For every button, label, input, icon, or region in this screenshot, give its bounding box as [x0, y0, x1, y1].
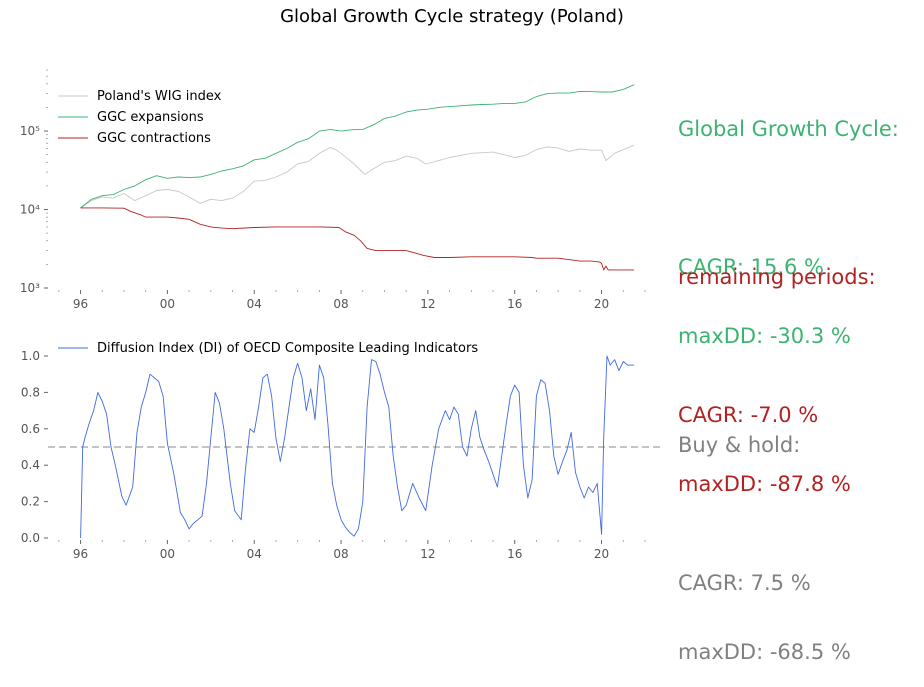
- bottom-panel: 0.0 0.2 0.4 0.6 0.8 1.0 96 00 04 08 12 16 20 Diffusio…: [21, 341, 664, 561]
- y-tick-label: 0.8: [21, 385, 40, 399]
- x-tick-label: 20: [594, 547, 609, 561]
- x-tick-label: 00: [160, 297, 175, 311]
- y-tick-label: 10³: [20, 281, 40, 295]
- x-tick-label: 12: [420, 547, 435, 561]
- buy-hold-maxdd: maxDD: -68.5 %: [678, 640, 851, 664]
- series-line-2: [80, 84, 635, 209]
- series-line-1: [80, 355, 635, 539]
- top-panel: 10³ 10⁴ 10⁵ 96 00 04 08 12 16 20 Poland's WIG inde…: [20, 69, 646, 311]
- chart-title: Global Growth Cycle strategy (Poland): [280, 6, 624, 27]
- legend-label: Poland's WIG index: [97, 89, 222, 104]
- legend-label: Diffusion Index (DI) of OECD Composite L…: [97, 341, 478, 356]
- y-tick-label: 0.4: [21, 458, 40, 472]
- y-tick-label: 1.0: [21, 349, 40, 363]
- x-tick-label: 04: [247, 297, 262, 311]
- x-tick-label: 96: [73, 297, 88, 311]
- y-tick-label: 10⁴: [20, 203, 40, 217]
- series-line-1: [80, 144, 635, 209]
- y-tick-label: 0.2: [21, 495, 40, 509]
- remaining-stats-heading: remaining periods:: [678, 265, 876, 289]
- buy-hold-stats: Buy & hold: CAGR: 7.5 % maxDD: -68.5 %: [678, 388, 851, 687]
- y-tick-label: 0.0: [21, 531, 40, 545]
- y-tick-label: 0.6: [21, 422, 40, 436]
- x-tick-label: 08: [333, 547, 348, 561]
- ggc-cagr: CAGR: 15.6 %: [678, 255, 825, 279]
- x-tick-label: 96: [73, 547, 88, 561]
- remaining-maxdd: maxDD: -87.8 %: [678, 472, 851, 496]
- x-tick-label: 00: [160, 547, 175, 561]
- x-tick-label: 08: [333, 297, 348, 311]
- x-tick-label: 16: [507, 547, 522, 561]
- legend-label: GGC expansions: [97, 110, 204, 125]
- ggc-stats-heading: Global Growth Cycle:: [678, 117, 899, 141]
- y-tick-label: 10⁵: [20, 124, 40, 138]
- buy-hold-stats-heading: Buy & hold:: [678, 433, 801, 457]
- ggc-stats: Global Growth Cycle: CAGR: 15.6 % maxDD:…: [678, 72, 899, 371]
- x-tick-label: 04: [247, 547, 262, 561]
- remaining-cagr: CAGR: -7.0 %: [678, 403, 819, 427]
- x-tick-label: 20: [594, 297, 609, 311]
- buy-hold-cagr: CAGR: 7.5 %: [678, 571, 811, 595]
- x-tick-label: 12: [420, 297, 435, 311]
- remaining-stats: remaining periods: CAGR: -7.0 % maxDD: -…: [678, 220, 876, 519]
- figure-canvas: 10³ 10⁴ 10⁵ 96 00 04 08 12 16 20 Poland's WIG inde…: [20, 69, 664, 561]
- ggc-maxdd: maxDD: -30.3 %: [678, 324, 851, 348]
- series-line-3: [80, 207, 635, 271]
- legend-label: GGC contractions: [97, 131, 211, 146]
- x-tick-label: 16: [507, 297, 522, 311]
